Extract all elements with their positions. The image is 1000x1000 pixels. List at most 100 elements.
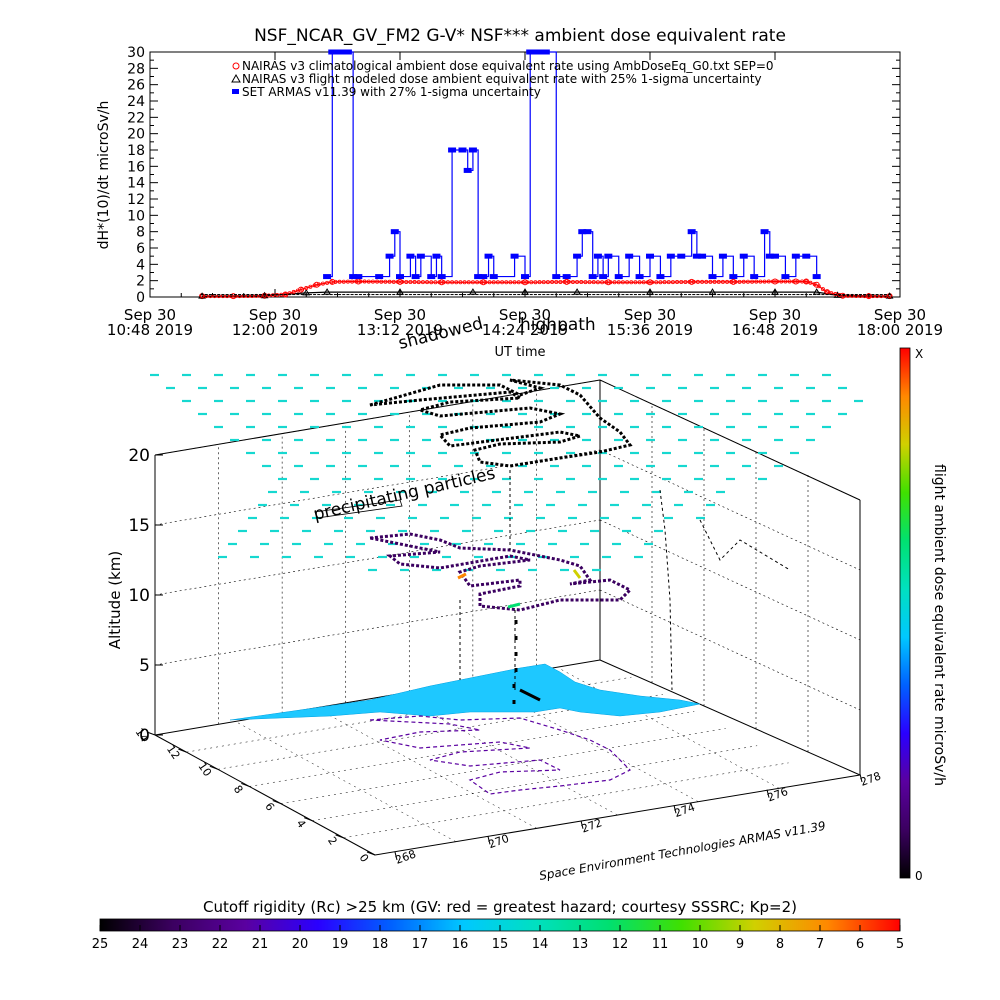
point-nairas-clim-dense [279,292,284,297]
point-armas [531,49,540,55]
point-nairas-clim-dense [383,279,388,284]
point-nairas-clim-dense [700,279,705,284]
point-armas [463,167,472,173]
point-nairas-clim-dense [300,287,305,292]
grid-line-back-right [599,449,861,571]
legend-marker-nairas-clim [232,62,240,70]
point-nairas-clim-dense [358,279,363,284]
latitude-tick-label: 0 [357,852,372,865]
point-nairas-clim-dense [637,280,642,285]
point-armas [385,253,394,259]
point-nairas-flight [521,288,529,295]
altitude-tick-label: 15 [128,516,150,536]
point-nairas-clim-dense [816,284,821,289]
point-nairas-clim-dense [525,280,530,285]
x-tick-label-date: Sep 30 [124,306,176,324]
point-nairas-clim [522,279,528,286]
altitude-axis-label: Altitude (km) [106,551,124,649]
point-nairas-clim [605,279,612,286]
point-armas [427,274,436,280]
point-nairas-clim [563,278,570,285]
point-armas [781,274,790,280]
y-tick-label: 18 [127,143,145,159]
y-tick-label: 20 [127,127,145,143]
latitude-tick [335,834,344,839]
point-armas [390,229,399,235]
dose-colorbar-max: X [915,347,923,361]
x-tick-label-date: Sep 30 [499,306,551,324]
longitude-tick-label: 274 [673,801,697,820]
point-nairas-clim-dense [475,280,480,285]
point-nairas-clim-dense [600,280,605,285]
point-nairas-clim-dense [595,280,600,285]
point-armas [541,49,550,55]
x-tick-label-date: Sep 30 [624,306,676,324]
point-armas [687,229,696,235]
point-nairas-clim [438,279,445,286]
point-nairas-clim-dense [679,279,684,284]
rigidity-tick-label: 13 [572,937,589,952]
point-nairas-clim-dense [583,280,588,285]
latitude-tick [303,817,313,822]
timeseries-series [198,49,894,300]
point-nairas-clim-dense [804,279,809,284]
point-nairas-clim-dense [737,279,742,284]
point-nairas-clim-dense [616,280,621,285]
point-armas [698,253,707,259]
point-nairas-clim-dense [470,280,475,285]
point-armas [646,253,654,259]
point-armas [489,274,498,280]
point-armas [432,253,441,259]
point-nairas-clim-dense [633,280,638,285]
legend-nairas-clim: NAIRAS v3 climatological ambient dose eq… [242,59,774,73]
altitude-tick-label: 0 [139,726,150,746]
point-nairas-clim-dense [745,279,750,284]
point-nairas-clim-dense [304,286,309,291]
point-nairas-clim-dense [283,292,288,297]
point-nairas-clim-dense [708,279,713,284]
rigidity-tick-label: 12 [612,937,629,952]
latitude-tick-label: 8 [231,783,246,796]
point-armas [406,253,415,259]
latitude-tick [241,782,250,787]
point-nairas-clim-dense [558,279,563,284]
series-line-0 [202,280,890,297]
rigidity-tick-label: 18 [372,937,389,952]
point-nairas-clim-dense [325,280,330,285]
point-armas [760,229,769,235]
point-nairas-clim [688,278,695,285]
rigidity-tick-label: 15 [492,937,509,952]
point-armas [588,274,597,280]
rigidity-tick-label: 8 [776,937,784,952]
point-armas [765,253,774,259]
point-nairas-clim-dense [437,280,442,285]
point-nairas-clim-dense [812,282,817,287]
point-nairas-clim-dense [658,280,663,285]
y-tick-label: 4 [136,257,145,273]
point-nairas-clim-dense [345,279,350,284]
point-nairas-clim-dense [754,279,759,284]
point-armas [562,274,571,280]
point-nairas-clim-dense [570,279,575,284]
point-nairas-flight [812,288,821,295]
point-nairas-clim-dense [775,279,780,284]
point-nairas-flight [708,288,717,295]
point-armas [635,274,644,280]
point-nairas-clim-dense [320,281,325,286]
rigidity-tick-label: 11 [652,937,669,952]
point-nairas-clim-dense [350,279,355,284]
point-nairas-clim [313,281,320,288]
point-nairas-clim-dense [295,288,300,293]
y-tick-label: 10 [127,208,145,224]
point-nairas-clim-dense [312,283,317,288]
point-nairas-clim-dense [404,279,409,284]
point-armas [474,274,483,280]
point-nairas-clim-dense [441,280,446,285]
point-armas [666,253,675,259]
longitude-tick [487,836,491,845]
point-nairas-clim-dense [450,280,455,285]
point-nairas-clim-dense [800,279,805,284]
box-frame-3d [154,379,861,856]
point-nairas-clim-dense [462,280,467,285]
altitude-tick-label: 20 [128,446,150,466]
